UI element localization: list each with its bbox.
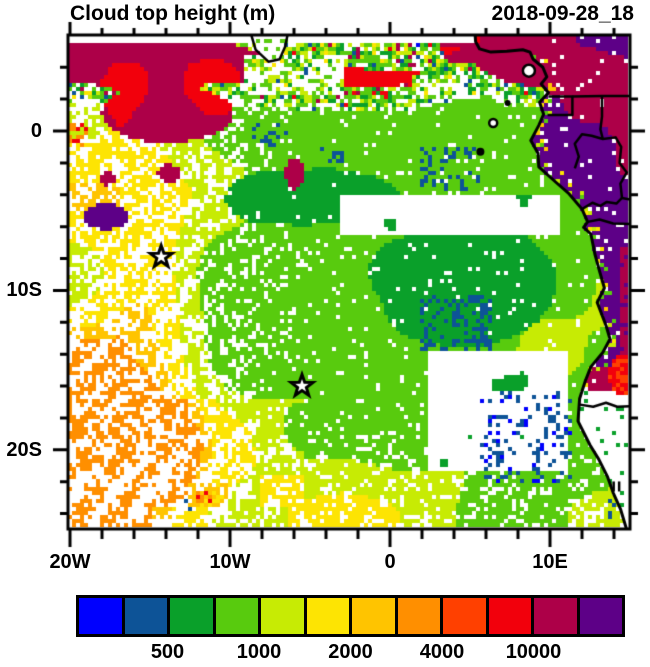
colorbar (76, 595, 625, 637)
colorbar-box-6 (349, 598, 395, 634)
colorbar-box-3 (212, 598, 258, 634)
colorbar-box-8 (440, 598, 486, 634)
colorbar-box-7 (394, 598, 440, 634)
colorbar-box-2 (167, 598, 213, 634)
colorbar-box-0 (79, 598, 122, 634)
colorbar-box-1 (121, 598, 167, 634)
colorbar-box-10 (531, 598, 577, 634)
colorbar-box-5 (303, 598, 349, 634)
colorbar-box-9 (485, 598, 531, 634)
colorbar-box-11 (576, 598, 622, 634)
colorbar-box-4 (258, 598, 304, 634)
plot-title: Cloud top height (m) (70, 2, 276, 25)
plot-timestamp: 2018-09-28_18 (491, 2, 634, 25)
